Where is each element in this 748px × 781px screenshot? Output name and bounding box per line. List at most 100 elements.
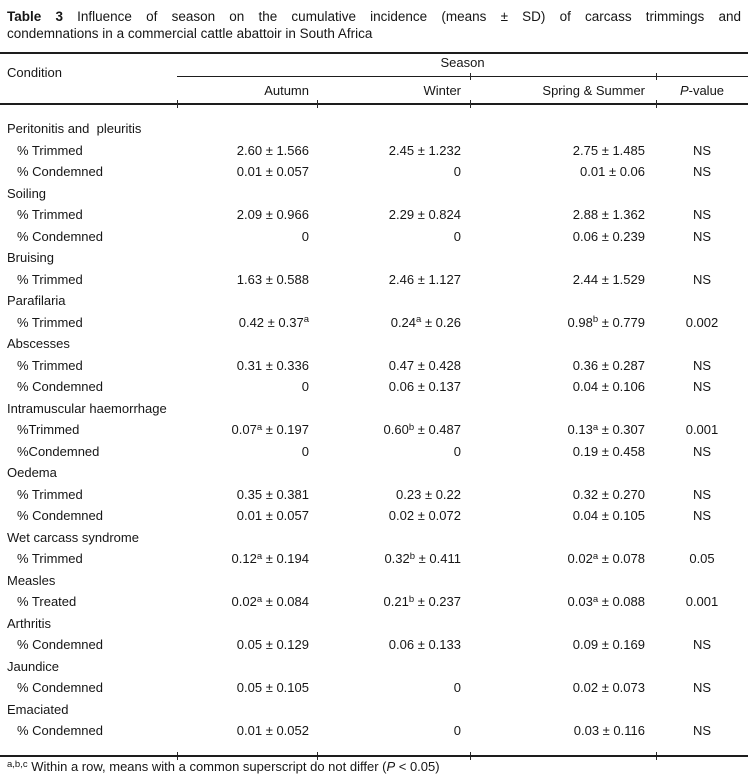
condition-group-label: Soiling: [7, 185, 47, 201]
autumn-value: 2.09 ± 0.966: [236, 207, 309, 222]
season-underline-rule: [177, 76, 748, 77]
column-boundary-tick: [656, 73, 657, 80]
spring-summer-value: 0.13a ± 0.307: [567, 421, 646, 437]
condition-group-label: Jaundice: [7, 658, 60, 674]
spring-summer-value: 0.02 ± 0.073: [572, 680, 645, 695]
condition-cell: %Trimmed: [17, 422, 80, 437]
condition-cell: % Trimmed: [17, 357, 83, 373]
condition-group-row: Bruising: [0, 247, 748, 269]
winter-value: 0.24a ± 0.26: [390, 314, 461, 330]
condition-group-row: Peritonitis and pleuritis: [0, 118, 748, 140]
winter-value: 0.23 ± 0.22: [396, 486, 461, 502]
table-row: % Condemned 0.01 ± 0.057 0.02 ± 0.072 0.04 …: [0, 505, 748, 527]
caption-line1: Table 3 Influence of season on the cumul…: [7, 8, 741, 25]
condition-group-row: Soiling: [0, 183, 748, 205]
winter-value: 0: [453, 228, 461, 244]
autumn-value: 0.12a ± 0.194: [231, 550, 310, 566]
winter-value: 0: [453, 680, 461, 695]
p-value-cell: NS: [692, 508, 712, 523]
condition-group-label: Intramuscular haemorrhage: [7, 400, 167, 416]
autumn-value: 0.35 ± 0.381: [236, 486, 309, 502]
winter-value: 0.06 ± 0.137: [388, 379, 461, 394]
spring-summer-value: 0.02a ± 0.078: [567, 550, 646, 566]
autumn-value: 0.05 ± 0.129: [236, 637, 309, 652]
footnote-text-end: < 0.05): [395, 759, 440, 774]
p-value-cell: NS: [692, 680, 712, 695]
table-row: % Trimmed 2.09 ± 0.966 2.29 ± 0.824 2.88 ± …: [0, 204, 748, 226]
condition-group-label: Measles: [7, 572, 56, 588]
condition-group-row: Oedema: [0, 462, 748, 484]
winter-value: 0.21b ± 0.237: [383, 593, 462, 609]
spring-summer-value: 0.04 ± 0.106: [572, 379, 645, 394]
table-row: % Condemned 0.01 ± 0.052 0 0.03 ± 0.116 NS: [0, 720, 748, 742]
table-row: % Trimmed 0.12a ± 0.194 0.32b ± 0.411 0.02a…: [0, 548, 748, 570]
condition-cell: % Condemned: [17, 164, 103, 179]
p-value-cell: 0.002: [685, 314, 719, 330]
table-bottom-rule: [0, 755, 748, 757]
header-bottom-rule: [0, 103, 748, 105]
condition-cell: % Trimmed: [17, 142, 83, 158]
spring-summer-value: 0.36 ± 0.287: [572, 357, 645, 373]
condition-cell: % Condemned: [17, 508, 103, 523]
p-value-cell: NS: [692, 723, 712, 738]
p-value-cell: NS: [692, 207, 712, 222]
p-value-suffix: -value: [688, 83, 725, 98]
p-value-column-header: P-value: [656, 83, 748, 98]
p-value-cell: NS: [692, 486, 712, 502]
table-row: % Condemned 0.05 ± 0.105 0 0.02 ± 0.073 NS: [0, 677, 748, 699]
condition-group-label: Peritonitis and pleuritis: [7, 121, 142, 136]
autumn-value: 0: [301, 228, 309, 244]
condition-cell: % Condemned: [17, 723, 103, 738]
p-value-cell: NS: [692, 228, 712, 244]
table-row: %Condemned 0 0 0.19 ± 0.458 NS: [0, 441, 748, 463]
p-value-italic-p: P: [679, 83, 689, 98]
condition-cell: % Condemned: [17, 680, 103, 695]
footnote-italic-p: P: [386, 759, 396, 774]
winter-value: 2.45 ± 1.232: [388, 142, 461, 158]
spring-summer-value: 0.06 ± 0.239: [572, 228, 645, 244]
p-value-cell: NS: [692, 637, 712, 652]
condition-cell: %Condemned: [17, 443, 100, 459]
footnote: a,b,c Within a row, means with a common …: [0, 759, 447, 775]
p-value-cell: NS: [692, 142, 712, 158]
winter-value: 2.46 ± 1.127: [388, 271, 461, 287]
table-row: % Treated 0.02a ± 0.084 0.21b ± 0.237 0.03a…: [0, 591, 748, 613]
footnote-text: Within a row, means with a common supers…: [27, 759, 387, 774]
condition-group-row: Arthritis: [0, 613, 748, 635]
table-row: % Condemned 0.01 ± 0.057 0 0.01 ± 0.06 NS: [0, 161, 748, 183]
condition-group-label: Parafilaria: [7, 293, 66, 308]
autumn-value: 0.01 ± 0.057: [236, 164, 309, 179]
winter-value: 0.06 ± 0.133: [388, 637, 461, 652]
spring-summer-value: 0.03a ± 0.088: [567, 593, 646, 609]
winter-value: 2.29 ± 0.824: [388, 207, 461, 222]
table-row: % Condemned 0 0 0.06 ± 0.239 NS: [0, 226, 748, 248]
spring-summer-value: 0.98b ± 0.779: [567, 314, 646, 330]
condition-group-row: Parafilaria: [0, 290, 748, 312]
condition-cell: % Condemned: [17, 379, 103, 394]
condition-group-row: Intramuscular haemorrhage: [0, 398, 748, 420]
winter-value: 0: [453, 723, 461, 738]
spring-summer-value: 0.09 ± 0.169: [572, 637, 645, 652]
condition-group-row: Measles: [0, 570, 748, 592]
column-header-row: Autumn Winter Spring & Summer P-value: [0, 83, 748, 98]
condition-group-row: Jaundice: [0, 656, 748, 678]
table-caption: Table 3 Influence of season on the cumul…: [0, 8, 748, 42]
p-value-cell: NS: [692, 443, 712, 459]
p-value-cell: 0.001: [685, 422, 719, 437]
condition-cell: % Trimmed: [17, 551, 83, 566]
column-boundary-tick: [317, 100, 318, 108]
condition-group-label: Oedema: [7, 465, 57, 480]
table-row: % Trimmed 1.63 ± 0.588 2.46 ± 1.127 2.44 ± …: [0, 269, 748, 291]
winter-value: 0: [453, 443, 461, 459]
winter-value: 0: [453, 164, 461, 179]
condition-group-label: Emaciated: [7, 701, 69, 717]
condition-cell: % Trimmed: [17, 314, 83, 330]
spring-summer-value: 0.01 ± 0.06: [580, 164, 645, 179]
spring-summer-value: 2.44 ± 1.529: [572, 271, 645, 287]
autumn-value: 0.02a ± 0.084: [231, 593, 310, 609]
autumn-value: 0.01 ± 0.057: [236, 508, 309, 523]
table-row: % Trimmed 2.60 ± 1.566 2.45 ± 1.232 2.75 ± …: [0, 140, 748, 162]
autumn-value: 0.42 ± 0.37a: [238, 314, 309, 330]
caption-line2: condemnations in a commercial cattle aba…: [7, 26, 373, 41]
condition-cell: % Trimmed: [17, 207, 83, 222]
